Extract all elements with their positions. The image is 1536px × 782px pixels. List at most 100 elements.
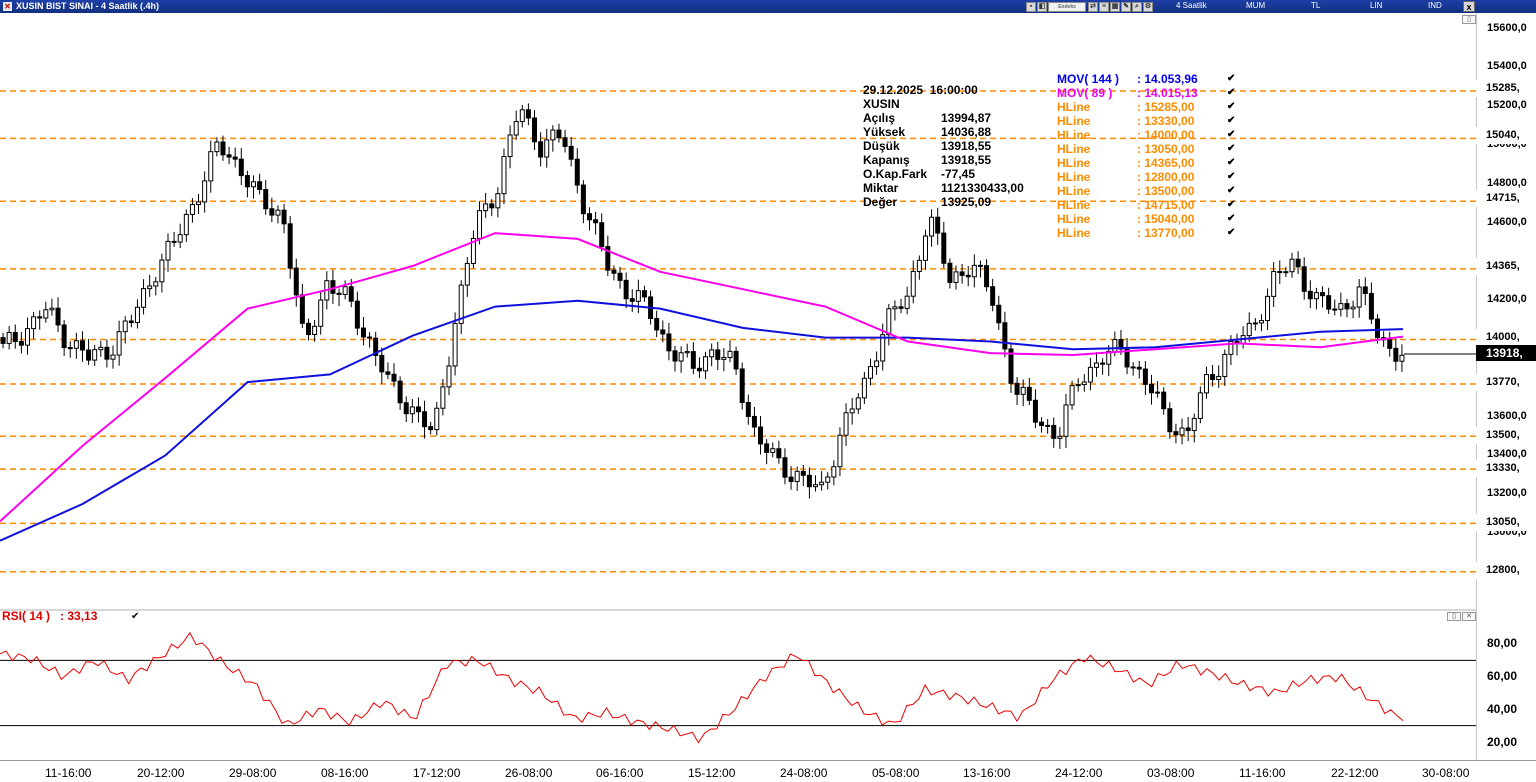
candle-body [281,209,287,225]
visible-check-icon[interactable]: ✔ [1227,185,1236,196]
time-tick: 11-16:00 [45,766,92,780]
time-tick: 17-12:00 [413,766,461,780]
candle-body [886,308,892,336]
candle-body [947,262,953,283]
rsi-close-icon[interactable]: ✕ [1462,612,1476,621]
legend-hline[interactable]: HLine: 14715,00 ✔ [1057,198,1237,212]
legend-hline[interactable]: HLine: 12800,00 ✔ [1057,170,1237,184]
candle-body [415,406,421,413]
candle-body [1057,435,1063,439]
candle-body [477,210,483,239]
visible-check-icon[interactable]: ✔ [1227,171,1236,182]
candle-body [1246,322,1252,337]
indicator-legend: MOV( 144 ) : 14.053,96 ✔ MOV( 89 ) : 14.… [1057,72,1237,240]
settings-icon[interactable]: ⚙ [1143,1,1153,12]
candle-body [1045,424,1051,427]
style-icon[interactable]: ◧ [1037,1,1047,12]
visible-check-icon[interactable]: ✔ [1227,101,1236,112]
visible-check-icon[interactable]: ✔ [1227,199,1236,210]
legend-hline[interactable]: HLine: 13770,00 ✔ [1057,226,1237,240]
visible-check-icon[interactable]: ✔ [1227,157,1236,168]
candle-body [867,366,873,379]
candle-body [910,270,916,297]
candle-body [758,426,764,445]
candle-body [861,377,867,399]
candle-body [825,476,831,483]
info-key: Düşük [863,139,900,153]
indicator-button[interactable]: IND [1428,1,1442,10]
candle-body [544,139,550,158]
current-price-label: 13918, [1476,345,1536,361]
visible-check-icon[interactable]: ✔ [1227,227,1236,238]
time-axis[interactable] [0,760,1536,782]
chart-scale-icon[interactable]: ▯ [1462,15,1476,24]
legend-value: : 14000,00 [1137,128,1195,142]
legend-name: HLine [1057,100,1091,114]
candle-body [1130,366,1136,369]
rsi-tick: 20,00 [1487,735,1518,749]
candle-body [110,354,116,360]
time-tick: 22-12:00 [1331,766,1379,780]
legend-mov89[interactable]: MOV( 89 ) : 14.015,13 ✔ [1057,86,1237,100]
visible-check-icon[interactable]: ✔ [1227,213,1236,224]
candle-body [1002,322,1008,350]
color-icon[interactable]: ▪ [1026,1,1036,12]
candle-body [61,324,67,349]
candle-body [489,203,495,209]
visible-check-icon[interactable]: ✔ [1227,87,1236,98]
candle-body [831,466,837,478]
candle-body [464,262,470,286]
zoom-icon[interactable]: ⌕ [1132,1,1142,12]
legend-hline[interactable]: HLine: 14000,00 ✔ [1057,128,1237,142]
legend-hline[interactable]: HLine: 13050,00 ✔ [1057,142,1237,156]
price-tick: 15600,0 [1487,22,1527,34]
visible-check-icon[interactable]: ✔ [1227,129,1236,140]
candle-body [397,380,403,404]
close-button[interactable]: x [1463,1,1475,12]
candle-body [1039,421,1045,426]
legend-name: HLine [1057,156,1091,170]
rsi-label[interactable]: RSI( 14 ) : 33,13 [2,609,98,623]
candle-body [147,285,153,290]
candle-body [696,367,702,372]
candle-body [409,406,415,415]
candle-body [623,279,629,300]
visible-check-icon[interactable]: ✔ [1227,115,1236,126]
candle-body [24,328,30,346]
candle-body [1148,383,1154,394]
candle-body [1375,318,1381,339]
legend-mov144[interactable]: MOV( 144 ) : 14.053,96 ✔ [1057,72,1237,86]
visible-check-icon[interactable]: ✔ [1227,73,1236,84]
legend-hline[interactable]: HLine: 15285,00 ✔ [1057,100,1237,114]
price-chart[interactable] [0,13,1476,760]
legend-hline[interactable]: HLine: 13330,00 ✔ [1057,114,1237,128]
time-tick: 30-08:00 [1422,766,1470,780]
time-tick: 26-08:00 [505,766,553,780]
candle-body [1362,286,1368,294]
chart-style-button[interactable]: MUM [1246,1,1266,10]
scale-button[interactable]: LIN [1370,1,1383,10]
candle-body [556,129,562,139]
candle-body [929,216,935,237]
candle-body [660,329,666,335]
candle-body [501,156,507,195]
rsi-settings-icon[interactable]: ▯ [1447,612,1461,621]
candle-body [990,286,996,306]
visible-check-icon[interactable]: ✔ [1227,143,1236,154]
bars-icon[interactable]: ≡ [1099,1,1109,12]
currency-button[interactable]: TL [1311,1,1321,10]
legend-hline[interactable]: HLine: 14365,00 ✔ [1057,156,1237,170]
grid-icon[interactable]: ▦ [1110,1,1120,12]
draw-icon[interactable]: ✎ [1121,1,1131,12]
compare-icon[interactable]: ⇄ [1088,1,1098,12]
candle-body [202,180,208,203]
period-selector[interactable]: 4 Saatlik [1176,1,1207,10]
symbol-search-input[interactable]: Endeks [1048,1,1086,12]
visible-check-icon[interactable]: ✔ [131,611,140,622]
legend-hline[interactable]: HLine: 13500,00 ✔ [1057,184,1237,198]
legend-hline[interactable]: HLine: 15040,00 ✔ [1057,212,1237,226]
candle-body [727,350,733,358]
window-icon[interactable]: ✕ [3,2,12,11]
candle-body [287,223,293,269]
